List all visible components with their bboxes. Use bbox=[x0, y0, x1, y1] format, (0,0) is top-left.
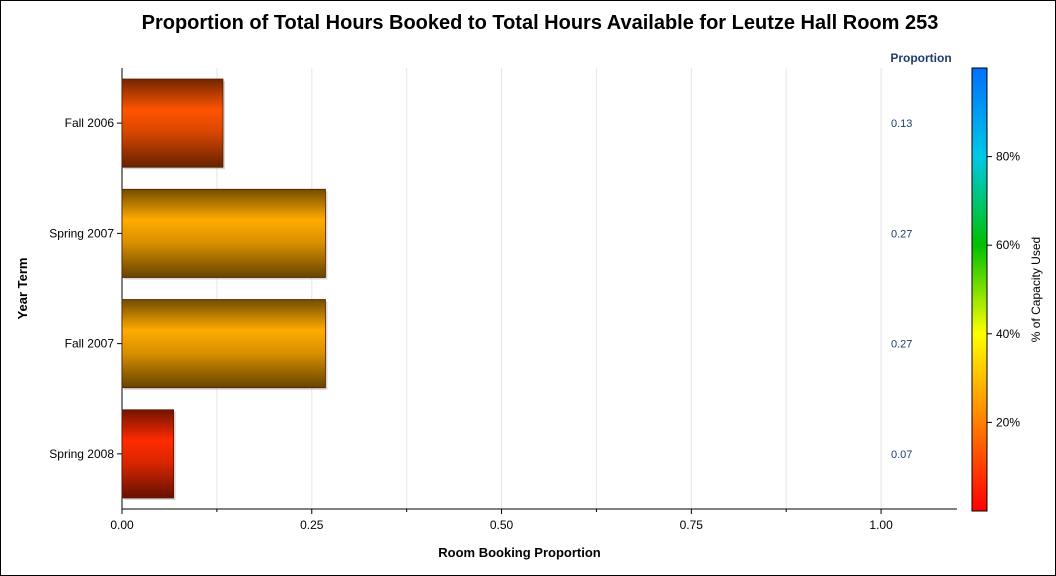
colorbar-legend: 20% 40% 60% 80% % of Capacity Used bbox=[971, 67, 1043, 512]
y-tick-label: Fall 2006 bbox=[65, 116, 115, 130]
colorbar-label: % of Capacity Used bbox=[1029, 237, 1043, 342]
x-axis-label: Room Booking Proportion bbox=[438, 545, 601, 560]
chart-title: Proportion of Total Hours Booked to Tota… bbox=[141, 12, 939, 34]
bars bbox=[121, 78, 328, 500]
colorbar-tick-label: 40% bbox=[996, 327, 1020, 341]
y-tick-label: Fall 2007 bbox=[65, 337, 115, 351]
colorbar-tick-label: 20% bbox=[996, 415, 1020, 429]
proportion-value: 0.27 bbox=[891, 339, 912, 351]
grid-lines bbox=[216, 68, 882, 509]
x-tick-label: 0.75 bbox=[680, 518, 704, 532]
proportion-value: 0.07 bbox=[891, 449, 912, 461]
bar-fall-2006 bbox=[121, 78, 224, 168]
colorbar-tick-label: 80% bbox=[996, 150, 1020, 164]
x-tick-label: 0.00 bbox=[110, 518, 134, 532]
bar-spring-2007 bbox=[121, 188, 326, 278]
y-tick-label: Spring 2007 bbox=[49, 226, 114, 240]
bar-fall-2007 bbox=[121, 299, 326, 389]
colorbar bbox=[971, 67, 988, 512]
proportion-value: 0.27 bbox=[891, 228, 912, 240]
colorbar-tick-label: 60% bbox=[996, 238, 1020, 252]
x-tick-label: 1.00 bbox=[869, 518, 893, 532]
proportion-column-header: Proportion bbox=[890, 51, 951, 65]
y-axis-label: Year Term bbox=[15, 258, 30, 320]
x-tick-label: 0.50 bbox=[490, 518, 514, 532]
bar-spring-2008 bbox=[121, 409, 175, 499]
labels: Room Booking Proportion Year Term Proporti… bbox=[15, 51, 952, 560]
y-tick-label: Spring 2008 bbox=[49, 447, 114, 461]
proportion-value: 0.13 bbox=[891, 118, 912, 130]
x-tick-label: 0.25 bbox=[300, 518, 324, 532]
